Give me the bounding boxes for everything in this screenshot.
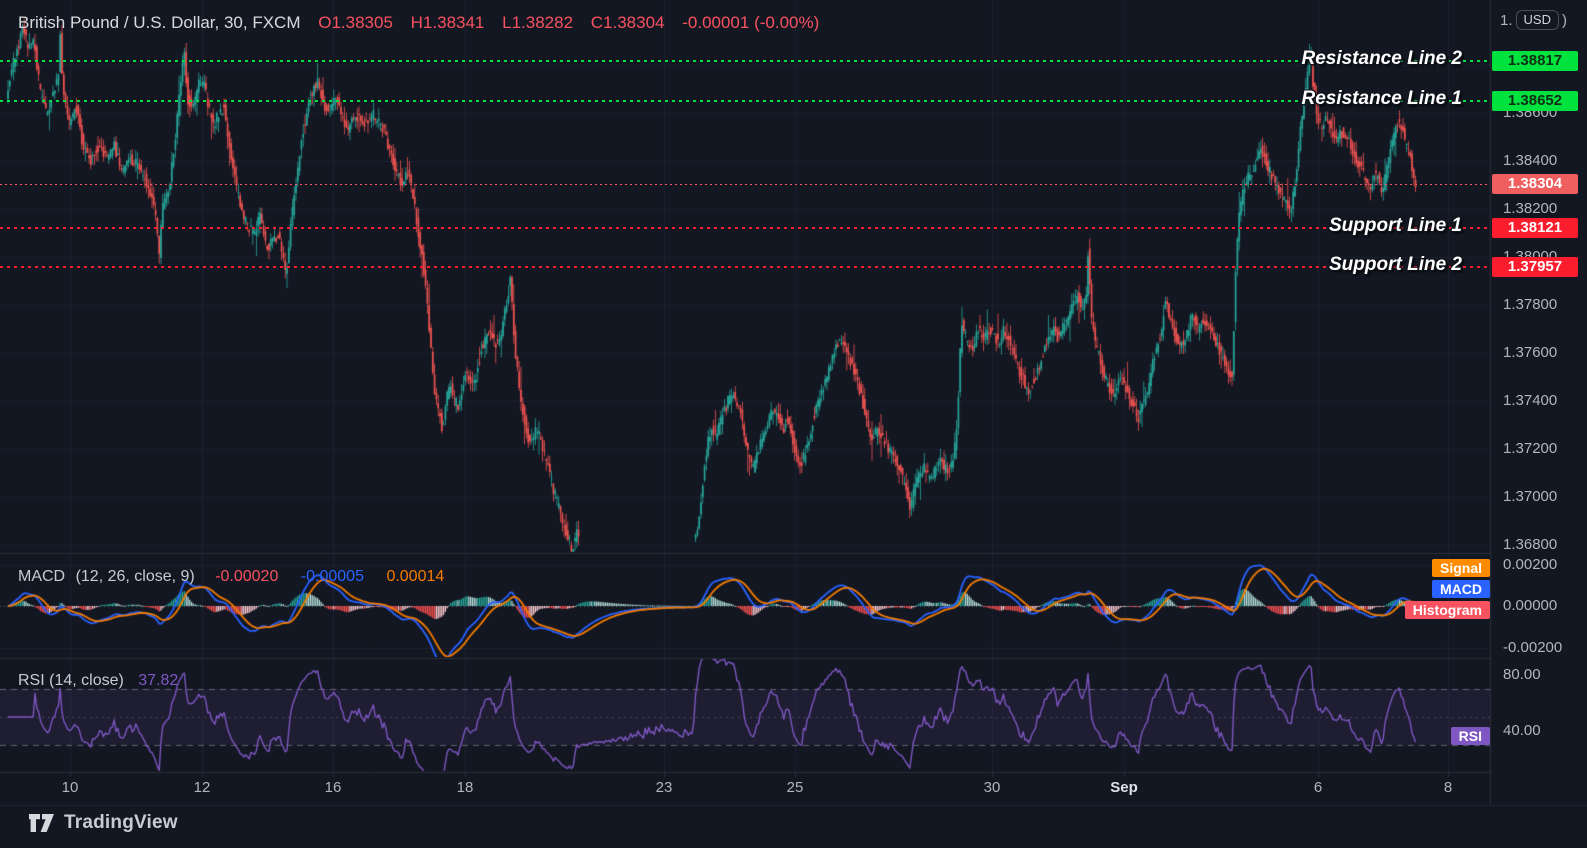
price-axis-label: 1.38400 [1503,152,1558,169]
ohlc-high: H1.38341 [410,13,485,32]
macd-title[interactable]: MACD [18,568,66,585]
tradingview-logo-icon[interactable] [28,813,55,833]
symbol-title[interactable]: British Pound / U.S. Dollar, 30, FXCM [18,13,301,32]
time-axis-label-6[interactable]: 6 [1313,779,1323,796]
resistance-line-2-label: Resistance Line 2 [1301,47,1462,69]
time-axis-label-12[interactable]: 12 [193,779,211,796]
price-axis-label: 1.37400 [1503,392,1558,409]
resistance-line-1-label: Resistance Line 1 [1301,87,1462,109]
current-price-badge: 1.38304 [1492,174,1578,195]
price-axis-label: 1.37200 [1503,440,1558,457]
rsi-axis-label: 40.00 [1503,722,1541,739]
macd-badge[interactable]: MACD [1432,580,1490,598]
time-axis-label-18[interactable]: 18 [456,779,474,796]
ohlc-low: L1.38282 [502,13,574,32]
time-axis-label-30[interactable]: 30 [983,779,1001,796]
rsi-axis-label: 80.00 [1503,666,1541,683]
resistance-line-2-price-badge: 1.38817 [1492,50,1578,71]
rsi-title[interactable]: RSI (14, close) [18,672,124,689]
currency-unit-button[interactable]: USD [1515,10,1559,30]
resistance-line-1[interactable] [0,99,1490,102]
support-line-1-price-badge: 1.38121 [1492,217,1578,238]
support-line-1-label: Support Line 1 [1329,214,1462,236]
macd-axis-label: -0.00200 [1503,638,1563,656]
tradingview-brand-text[interactable]: TradingView [64,812,178,833]
macd-histogram-value: -0.00020 [215,568,279,585]
time-axis-label-16[interactable]: 16 [324,779,342,796]
support-line-2[interactable] [0,266,1490,269]
resistance-line-2[interactable] [0,59,1490,62]
price-axis-label: 1.38200 [1503,200,1558,217]
axis-unit-row: 1. USD ) [1500,10,1567,30]
axis-unit-prefix: 1. [1500,11,1513,29]
support-line-1[interactable] [0,226,1490,229]
macd-signal-value: 0.00014 [386,568,445,585]
rsi-legend: RSI (14, close) 37.82 [18,672,178,690]
time-axis-label-10[interactable]: 10 [61,779,79,796]
histogram-badge[interactable]: Histogram [1404,601,1490,619]
price-axis-label: 1.37800 [1503,296,1558,313]
price-axis-label: 1.37000 [1503,488,1558,505]
rsi-value: 37.82 [138,672,179,689]
ohlc-close: C1.38304 [590,13,665,32]
macd-legend: MACD (12, 26, close, 9) -0.00020 -0.0000… [18,568,444,586]
price-axis-label: 1.36800 [1503,536,1558,553]
macd-axis-label: 0.00000 [1503,597,1558,614]
resistance-line-1-price-badge: 1.38652 [1492,90,1578,111]
ohlc-change: -0.00001 (-0.00%) [682,13,820,32]
time-axis-label-sep[interactable]: Sep [1110,779,1138,796]
symbol-legend: British Pound / U.S. Dollar, 30, FXCM O1… [18,13,819,33]
macd-line-value: -0.00005 [300,568,364,585]
rsi-badge[interactable]: RSI [1450,727,1490,745]
macd-params: (12, 26, close, 9) [75,568,195,585]
support-line-2-label: Support Line 2 [1329,254,1462,276]
support-line-2-price-badge: 1.37957 [1492,257,1578,278]
current-price-line [0,184,1490,186]
time-axis-label-23[interactable]: 23 [655,779,673,796]
axis-unit-suffix: ) [1561,11,1567,29]
time-axis-label-25[interactable]: 25 [786,779,804,796]
macd-axis-label: 0.00200 [1503,555,1558,573]
price-axis-label: 1.37600 [1503,344,1558,361]
footer-bar: TradingView [28,812,178,834]
signal-badge[interactable]: Signal [1431,559,1490,577]
time-axis-label-8[interactable]: 8 [1443,779,1453,796]
ohlc-open: O1.38305 [318,13,393,32]
